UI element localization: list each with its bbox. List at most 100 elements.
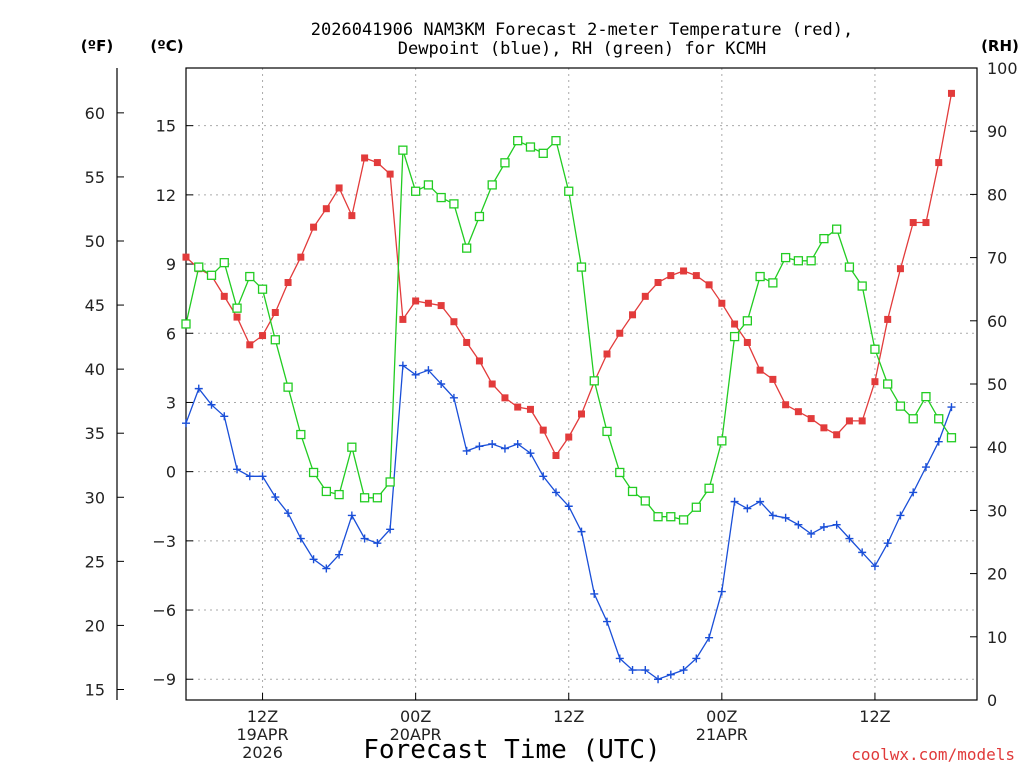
x-tick-label: 21APR [696,725,748,744]
2-meter-temperature-point [667,272,675,280]
rh-point [921,391,931,402]
dewpoint-point [386,525,395,534]
2-meter-temperature-point [297,253,305,261]
fahrenheit-tick-label: 40 [85,360,105,379]
2-meter-temperature-point [858,417,866,425]
dewpoint-point [705,633,714,642]
dewpoint-point [858,548,867,557]
2-meter-temperature-point [386,170,394,178]
rh-point [666,512,676,522]
celsius-tick-label: 9 [166,255,176,274]
dewpoint-point [539,472,548,481]
rh-point [832,224,842,234]
rh-point [895,401,906,411]
dewpoint-point [360,534,369,543]
dewpoint-point [347,511,356,520]
rh-point [449,199,459,209]
rh-point [525,142,536,152]
dewpoint-point [437,380,446,388]
2-meter-temperature-point [552,452,560,460]
2-meter-temperature-point [603,350,611,358]
dewpoint-point [449,393,458,402]
dewpoint-point [692,654,701,663]
2-meter-temperature-point [705,281,713,289]
dewpoint-point [730,497,739,506]
x-tick-label: 00Z [706,707,737,726]
rh-tick-label: 30 [987,501,1007,520]
2-meter-temperature-point [782,401,790,409]
2-meter-temperature-point [629,311,637,319]
dewpoint-point [373,539,382,548]
celsius-tick-label: 15 [156,117,176,136]
rh-point [564,186,574,196]
2-meter-temperature-point [820,424,828,432]
rh-point [729,331,740,342]
2-meter-temperature-point [463,338,471,346]
rh-point [219,258,229,268]
rh-point [194,262,204,272]
rh-point [793,256,804,266]
rh-point [513,136,523,146]
dewpoint-point [845,534,854,543]
dewpoint-point [947,403,956,412]
rh-point [372,493,383,503]
fahrenheit-tick-label: 30 [85,488,105,507]
2-meter-temperature-point [884,315,892,323]
fahrenheit-tick-label: 60 [85,104,105,123]
grid-lines [186,68,977,700]
2-meter-temperature-point [756,366,764,374]
2-meter-temperature-point [692,272,700,280]
rh-point [589,376,599,386]
rh-point [946,433,957,443]
dewpoint-point [590,589,599,598]
rh-point [576,262,587,272]
rh-point [232,303,242,313]
2-meter-temperature-point [450,318,458,326]
dewpoint-point [233,465,242,474]
2-meter-temperature-point [565,433,573,441]
celsius-tick-label: −9 [152,670,176,689]
rh-point [257,284,268,294]
rh-point [398,145,408,155]
x-tick-label: 20APR [390,725,442,744]
2-meter-temperature-point [514,403,522,411]
x-tick-label: 19APR [237,725,289,744]
dewpoint-point [207,400,216,409]
dewpoint-point [411,370,420,379]
2-meter-temperature-point [246,341,254,349]
2-meter-temperature-point [373,159,381,167]
rh-tick-label: 40 [987,438,1007,457]
dewpoint-point [182,419,190,428]
dewpoint-point [322,564,331,573]
rh-point [270,335,280,345]
dewpoint-point [819,523,828,532]
rh-point [806,256,816,266]
rh-tick-label: 20 [987,565,1007,584]
rh-point [691,502,701,512]
2-meter-temperature-series [182,89,955,460]
rh-point [347,442,357,452]
dewpoint-point [807,529,816,538]
dewpoint-point [603,617,612,626]
rh-tick-label: 0 [987,691,997,710]
2-meter-temperature-point [794,408,802,416]
rh-point [474,211,485,222]
x-tick-label: 12Z [859,707,890,726]
2-meter-temperature-point [361,154,369,162]
dewpoint-point [500,444,509,453]
dewpoint-point [909,488,918,497]
rh-point [181,319,191,329]
rh-point [423,180,434,190]
dewpoint-point [883,539,892,548]
2-meter-temperature-point [322,205,330,213]
2-meter-temperature-point [182,253,190,261]
x-tick-label: 00Z [400,707,431,726]
x-tick-label: 2026 [242,743,283,762]
dewpoint-point [615,654,624,663]
2-meter-temperature-point [335,184,343,192]
dewpoint-series [182,361,956,684]
rh-tick-label: 90 [987,122,1007,141]
rh-point [627,486,638,497]
